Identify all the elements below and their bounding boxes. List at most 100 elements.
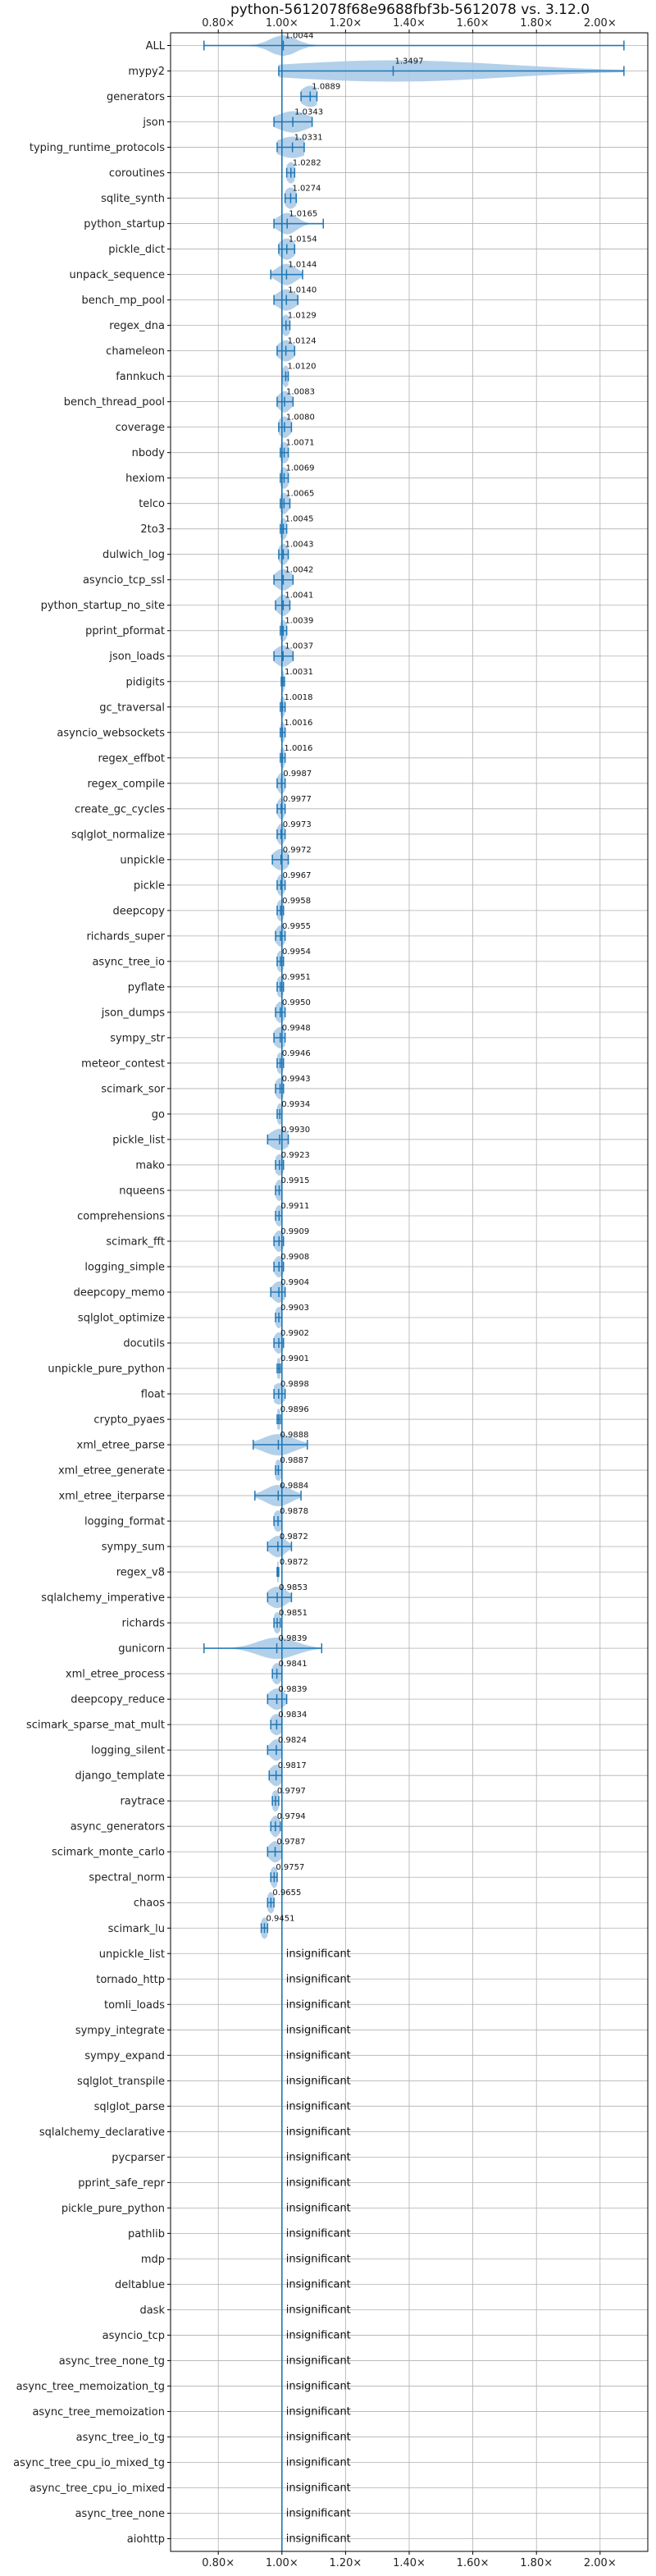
insignificant-label: insignificant — [286, 2405, 351, 2418]
benchmark-label: sqlite_synth — [101, 193, 165, 205]
value-label: 0.9955 — [282, 922, 311, 931]
plot-frame — [170, 32, 649, 2552]
insignificant-label: insignificant — [286, 2227, 351, 2240]
benchmark-label: fannkuch — [116, 371, 165, 383]
value-label: 0.9903 — [280, 1304, 309, 1313]
benchmark-label: coverage — [116, 422, 165, 434]
value-label: 0.9841 — [279, 1660, 308, 1669]
value-label: 1.0041 — [285, 591, 313, 601]
benchmark-label: async_tree_cpu_io_mixed_tg — [13, 2457, 165, 2469]
benchmark-label: mdp — [141, 2254, 165, 2266]
benchmark-label: scimark_sor — [101, 1083, 165, 1095]
value-label: 1.0274 — [292, 185, 321, 194]
benchmark-label: xml_etree_parse — [77, 1440, 165, 1452]
benchmark-label: asyncio_tcp_ssl — [83, 574, 165, 587]
benchmark-label: django_template — [75, 1770, 165, 1783]
x-tick-label-bottom: 2.00× — [584, 2557, 617, 2569]
x-tick-label-bottom: 0.80× — [202, 2557, 235, 2569]
value-label: 1.0154 — [289, 235, 317, 244]
benchmark-label: pickle_dict — [108, 244, 165, 256]
value-label: 0.9973 — [283, 820, 312, 829]
benchmark-label: go — [152, 1108, 165, 1121]
value-label: 1.0144 — [288, 261, 317, 270]
value-label: 0.9908 — [280, 1253, 309, 1262]
benchmark-label: unpickle_pure_python — [48, 1363, 165, 1376]
value-label: 1.0044 — [285, 32, 314, 41]
benchmark-label: logging_simple — [84, 1261, 165, 1273]
value-label: 0.9930 — [281, 1126, 310, 1135]
value-label: 1.0165 — [289, 210, 317, 219]
benchmark-label: unpack_sequence — [69, 269, 165, 281]
value-label: 0.9451 — [266, 1914, 294, 1923]
benchmark-label: xml_etree_process — [66, 1669, 165, 1681]
benchmark-label: pycparser — [112, 2152, 165, 2164]
benchmark-label: pprint_pformat — [85, 625, 165, 637]
x-tick-label-top: 2.00× — [584, 17, 617, 30]
benchmark-label: sqlalchemy_declarative — [39, 2126, 165, 2139]
insignificant-label: insignificant — [286, 2304, 351, 2316]
benchmark-label: async_tree_io — [92, 956, 165, 968]
x-tick-label-top: 1.00× — [266, 17, 298, 30]
value-label: 1.0282 — [293, 159, 321, 168]
benchmark-label: sympy_sum — [102, 1541, 165, 1554]
grid-layer — [171, 33, 648, 2551]
chart-title: python-5612078f68e9688fbf3b-5612078 vs. … — [230, 2, 590, 18]
benchmark-label: sympy_str — [110, 1032, 165, 1044]
benchmark-label: richards_super — [86, 930, 165, 943]
benchmark-label: sympy_integrate — [75, 2025, 165, 2037]
benchmark-label: hexiom — [125, 473, 165, 485]
marker-layer — [203, 40, 625, 1934]
value-label: 0.9872 — [280, 1558, 308, 1567]
benchmark-label: gc_traversal — [99, 701, 165, 714]
benchmark-label: unpickle — [120, 854, 165, 866]
benchmark-label: spectral_norm — [89, 1872, 165, 1884]
value-label: 1.0031 — [285, 668, 313, 677]
benchmark-label: tomli_loads — [104, 1999, 165, 2012]
benchmark-label: regex_effbot — [98, 752, 165, 765]
value-label: 1.0016 — [284, 719, 312, 728]
x-tick-label-bottom: 1.40× — [393, 2557, 426, 2569]
value-label: 1.0037 — [285, 642, 313, 651]
value-label: 0.9655 — [272, 1889, 301, 1898]
value-label: 0.9972 — [283, 846, 312, 855]
benchmark-label: async_tree_memoization — [32, 2406, 165, 2418]
value-label: 0.9948 — [282, 1024, 311, 1033]
benchmark-label: meteor_contest — [81, 1057, 165, 1070]
benchmark-label: bench_mp_pool — [81, 295, 165, 307]
x-tick-label-bottom: 1.80× — [520, 2557, 553, 2569]
value-label: 0.9872 — [280, 1532, 308, 1541]
value-label: 0.9902 — [280, 1329, 309, 1338]
value-label: 0.9794 — [277, 1812, 306, 1821]
benchmark-label: sqlalchemy_imperative — [41, 1592, 165, 1605]
benchmark-label: create_gc_cycles — [75, 803, 165, 815]
insignificant-label: insignificant — [286, 2075, 351, 2087]
benchmark-label: unpickle_list — [99, 1948, 165, 1961]
insignificant-label: insignificant — [286, 2507, 351, 2519]
value-label: 1.0083 — [286, 388, 315, 397]
benchmark-label: richards — [122, 1618, 166, 1630]
value-label: 0.9817 — [278, 1761, 307, 1770]
benchmark-label: dulwich_log — [102, 549, 165, 561]
value-label: 0.9909 — [280, 1227, 309, 1236]
x-tick-label-bottom: 1.60× — [457, 2557, 490, 2569]
benchmark-label: logging_format — [84, 1516, 165, 1528]
benchmark-label: python_startup_no_site — [41, 600, 165, 612]
benchmark-label: generators — [107, 91, 165, 103]
benchmark-label: sympy_expand — [84, 2050, 165, 2062]
value-label: 0.9901 — [280, 1354, 309, 1363]
insignificant-label: insignificant — [286, 2456, 351, 2469]
benchmark-label: async_generators — [71, 1821, 166, 1834]
benchmark-label: comprehensions — [77, 1210, 165, 1222]
benchmark-label: regex_v8 — [116, 1567, 165, 1579]
benchmark-label: async_tree_memoization_tg — [16, 2381, 165, 2393]
value-label: 1.0042 — [285, 566, 313, 575]
insignificant-label: insignificant — [286, 2253, 351, 2265]
value-label: 0.9911 — [280, 1202, 309, 1211]
insignificant-label: insignificant — [286, 2049, 351, 2062]
value-label: 0.9943 — [282, 1075, 311, 1084]
benchmark-label: nbody — [132, 447, 166, 459]
benchmark-label: asyncio_websockets — [57, 727, 165, 739]
benchmark-label: xml_etree_iterparse — [58, 1491, 165, 1503]
insignificant-label: insignificant — [286, 2533, 351, 2545]
